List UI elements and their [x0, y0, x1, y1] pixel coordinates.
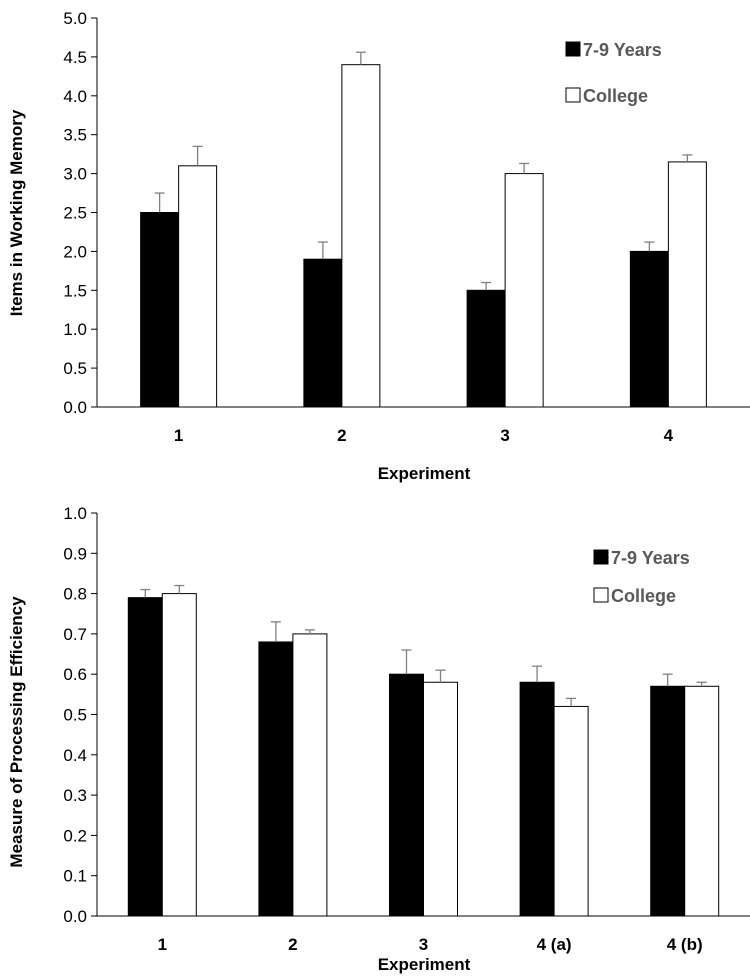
bar [504, 173, 544, 408]
bar [140, 212, 180, 408]
x-tick-label: 1 [158, 935, 167, 954]
y-tick-label: 5.0 [63, 9, 87, 28]
y-axis-title: Items in Working Memory [7, 109, 26, 316]
y-tick-label: 2.0 [63, 242, 87, 261]
legend-swatch-7-9-years [593, 549, 609, 565]
y-tick-label: 0.9 [63, 544, 87, 563]
y-tick-label: 0.3 [63, 786, 87, 805]
x-tick-label: 4 (a) [537, 935, 572, 954]
bar [553, 705, 589, 917]
y-tick-label: 0.4 [63, 746, 87, 765]
legend-swatch-7-9-years [565, 41, 581, 57]
x-tick-label: 3 [419, 935, 428, 954]
bar [161, 593, 197, 917]
working-memory-chart: Items in Working Memory Experiment 7-9 Y… [7, 9, 750, 483]
y-tick-label: 1.0 [63, 504, 87, 523]
legend-label-7-9-years: 7-9 Years [583, 40, 662, 60]
bar [341, 64, 381, 408]
y-tick-label: 0.5 [63, 706, 87, 725]
bar [178, 165, 218, 408]
x-tick-label: 1 [174, 426, 183, 445]
y-tick-label: 0.6 [63, 665, 87, 684]
bar [466, 289, 506, 408]
y-tick-label: 2.5 [63, 204, 87, 223]
bar [292, 633, 328, 917]
bar [389, 673, 424, 917]
legend: 7-9 Years College [565, 40, 662, 106]
y-tick-label: 0.0 [63, 398, 87, 417]
x-tick-label: 3 [500, 426, 509, 445]
y-tick-label: 0.2 [63, 826, 87, 845]
legend-label-7-9-years: 7-9 Years [611, 548, 690, 568]
legend-label-college: College [611, 586, 676, 606]
bar [667, 161, 707, 408]
bar [303, 258, 343, 408]
y-tick-label: 1.5 [63, 281, 87, 300]
plot-area: 0.0 0.1 0.2 0.3 0.4 0.5 0.6 0.7 0.8 0.9 1.0 1 2 3 4 (a… [63, 504, 750, 954]
y-tick-label: 4.0 [63, 87, 87, 106]
y-tick-label: 0.0 [63, 907, 87, 926]
x-tick-label: 4 [664, 426, 674, 445]
processing-efficiency-chart: Measure of Processing Efficiency Experim… [7, 504, 750, 974]
x-axis-title: Experiment [378, 955, 471, 974]
bar [423, 681, 458, 917]
plot-area: 0.0 0.5 1.0 1.5 2.0 2.5 3.0 3.5 4.0 4.5 5.0 1 2 3 4 [63, 9, 750, 445]
legend-label-college: College [583, 86, 648, 106]
bar [258, 641, 294, 917]
y-tick-label: 3.0 [63, 165, 87, 184]
x-tick-label: 4 (b) [667, 935, 703, 954]
y-tick-label: 0.8 [63, 585, 87, 604]
y-tick-label: 0.1 [63, 867, 87, 886]
legend: 7-9 Years College [593, 548, 690, 606]
y-axis-title: Measure of Processing Efficiency [7, 596, 26, 868]
bar [519, 681, 555, 917]
bar [629, 250, 669, 408]
y-tick-label: 3.5 [63, 126, 87, 145]
y-tick-label: 1.0 [63, 320, 87, 339]
x-axis-title: Experiment [378, 464, 471, 483]
bar [127, 597, 163, 917]
y-tick-label: 0.7 [63, 625, 87, 644]
legend-swatch-college [593, 587, 609, 603]
legend-swatch-college [565, 87, 581, 103]
x-tick-label: 2 [288, 935, 297, 954]
bar [684, 685, 720, 917]
bar [650, 685, 686, 917]
y-tick-label: 0.5 [63, 359, 87, 378]
x-tick-label: 2 [337, 426, 346, 445]
y-tick-label: 4.5 [63, 48, 87, 67]
